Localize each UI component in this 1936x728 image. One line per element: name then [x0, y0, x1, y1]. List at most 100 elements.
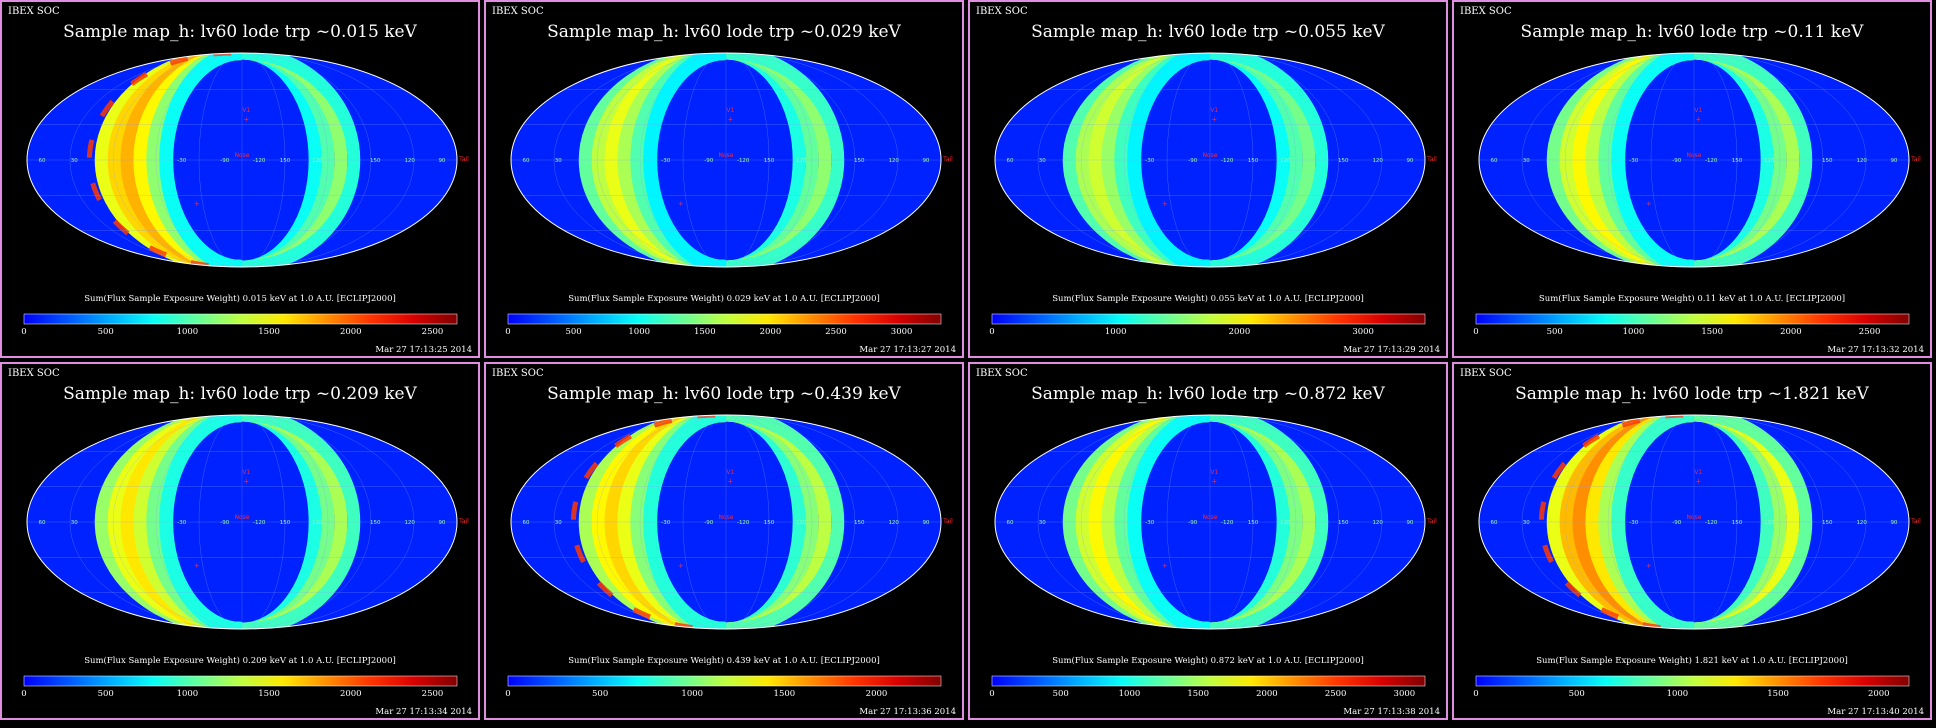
colorbar-label: Sum(Flux Sample Exposure Weight) 0.029 k…: [568, 294, 880, 304]
timestamp: Mar 27 17:13:32 2014: [1827, 345, 1924, 355]
longitude-label: 120: [1280, 158, 1291, 164]
colorbar-tick-label: 2500: [1858, 327, 1881, 337]
org-label: IBEX SOC: [976, 368, 1028, 379]
v1-marker-icon: +: [1695, 477, 1701, 485]
timestamp: Mar 27 17:13:36 2014: [859, 707, 956, 717]
sky-map-panel: IBEX SOC Sample map_h: lv60 lode trp ~0.0…: [0, 0, 480, 358]
colorbar-ticks: 0 1000 2000 3000: [989, 327, 1425, 339]
longitude-label: -120: [737, 520, 750, 526]
colorbar-tick-label: 500: [97, 327, 114, 337]
longitude-label: -30: [1629, 520, 1638, 526]
tail-marker-label: Tail: [942, 518, 953, 525]
longitude-label: 60: [1007, 158, 1014, 164]
map-title: Sample map_h: lv60 lode trp ~0.015 keV: [63, 22, 417, 42]
sky-map-panel: IBEX SOC Sample map_h: lv60 lode trp ~0.8…: [968, 362, 1448, 720]
org-label: IBEX SOC: [976, 6, 1028, 17]
sky-map-panel: IBEX SOC Sample map_h: lv60 lode trp ~0.2…: [0, 362, 480, 720]
timestamp: Mar 27 17:13:34 2014: [375, 707, 472, 717]
map-outline: [994, 52, 1426, 268]
longitude-label: 30: [1039, 158, 1046, 164]
longitude-label: -120: [737, 158, 750, 164]
longitude-label: -120: [1221, 158, 1234, 164]
colorbar-tick-label: 1000: [1622, 327, 1645, 337]
v1-marker-label: V1: [1210, 107, 1218, 114]
colorbar-tick-label: 500: [97, 689, 114, 699]
colorbar: [1475, 675, 1910, 687]
colorbar: [507, 675, 942, 687]
longitude-label: 90: [1890, 520, 1897, 526]
colorbar-tick-label: 2500: [825, 327, 847, 337]
timestamp: Mar 27 17:13:29 2014: [1343, 345, 1440, 355]
colorbar-tick-label: 2000: [339, 327, 362, 337]
longitude-label: 30: [1039, 520, 1046, 526]
colorbar-tick-label: 0: [1473, 327, 1479, 337]
nose-marker-label: Nose: [719, 514, 734, 521]
colorbar-tick-label: 2000: [1228, 327, 1251, 337]
longitude-label: 120: [1764, 520, 1775, 526]
timestamp: Mar 27 17:13:25 2014: [375, 345, 472, 355]
colorbar-tick-label: 2000: [1867, 689, 1890, 699]
nose-marker-label: Nose: [1687, 152, 1702, 159]
longitude-label: 150: [1732, 520, 1743, 526]
longitude-label: -30: [177, 158, 186, 164]
colorbar-tick-label: 3000: [1393, 689, 1416, 699]
longitude-label: -90: [1672, 520, 1681, 526]
v1-marker-label: V1: [242, 469, 250, 476]
longitude-label: -120: [1705, 158, 1718, 164]
colorbar-tick-label: 1000: [1104, 327, 1127, 337]
longitude-label: 150: [280, 158, 291, 164]
org-label: IBEX SOC: [8, 368, 60, 379]
nose-marker-label: Nose: [1687, 514, 1702, 521]
longitude-label: 90: [438, 158, 445, 164]
colorbar-tick-label: 0: [21, 327, 27, 337]
longitude-label: 150: [280, 520, 291, 526]
tail-marker-label: Tail: [1910, 156, 1921, 163]
longitude-label: 150: [370, 520, 381, 526]
colorbar-label: Sum(Flux Sample Exposure Weight) 0.439 k…: [568, 656, 880, 666]
longitude-label: 150: [764, 520, 775, 526]
map-outline: [1478, 414, 1910, 630]
colorbar: [991, 675, 1426, 687]
nose-marker-label: Nose: [235, 514, 250, 521]
colorbar-label: Sum(Flux Sample Exposure Weight) 0.015 k…: [84, 294, 396, 304]
map-outline: [26, 52, 458, 268]
colorbar-label: Sum(Flux Sample Exposure Weight) 0.11 ke…: [1538, 294, 1846, 304]
helium-focus-marker-icon: +: [194, 562, 200, 570]
longitude-label: -90: [220, 158, 229, 164]
colorbar-tick-label: 0: [989, 327, 995, 337]
colorbar-tick-label: 500: [1546, 327, 1563, 337]
longitude-label: 120: [888, 158, 899, 164]
sky-map-panel: IBEX SOC Sample map_h: lv60 lode trp ~1.8…: [1452, 362, 1932, 720]
longitude-label: -30: [1629, 158, 1638, 164]
colorbar-ticks: 0 500 1000 1500 2000 2500 3000: [989, 689, 1425, 701]
colorbar-tick-label: 3000: [890, 327, 913, 337]
timestamp: Mar 27 17:13:38 2014: [1343, 707, 1440, 717]
longitude-label: 120: [1764, 158, 1775, 164]
map-title: Sample map_h: lv60 lode trp ~0.439 keV: [547, 384, 901, 404]
v1-marker-label: V1: [726, 107, 734, 114]
map-title: Sample map_h: lv60 lode trp ~0.11 keV: [1520, 22, 1864, 42]
colorbar-tick-label: 2000: [1256, 689, 1278, 699]
org-label: IBEX SOC: [492, 6, 544, 17]
longitude-label: 150: [1822, 158, 1833, 164]
colorbar-ticks: 0 500 1000 1500 2000: [505, 689, 941, 701]
longitude-label: 120: [1372, 520, 1383, 526]
longitude-label: 120: [1372, 158, 1383, 164]
colorbar-tick-label: 1000: [176, 327, 199, 337]
longitude-label: 120: [1856, 158, 1867, 164]
longitude-label: 60: [1491, 158, 1498, 164]
colorbar-tick-label: 2000: [1780, 327, 1802, 337]
tail-marker-label: Tail: [1426, 518, 1437, 525]
colorbar-tick-label: 2500: [1324, 689, 1347, 699]
nose-marker-label: Nose: [719, 152, 734, 159]
colorbar-ticks: 0 500 1000 1500 2000 2500 3000: [505, 327, 941, 339]
v1-marker-icon: +: [243, 115, 249, 123]
colorbar-label: Sum(Flux Sample Exposure Weight) 0.055 k…: [1052, 294, 1364, 304]
colorbar-tick-label: 3000: [1352, 327, 1374, 337]
colorbar-tick-label: 500: [1052, 689, 1069, 699]
longitude-label: 120: [312, 158, 323, 164]
colorbar-tick-label: 2500: [421, 327, 444, 337]
